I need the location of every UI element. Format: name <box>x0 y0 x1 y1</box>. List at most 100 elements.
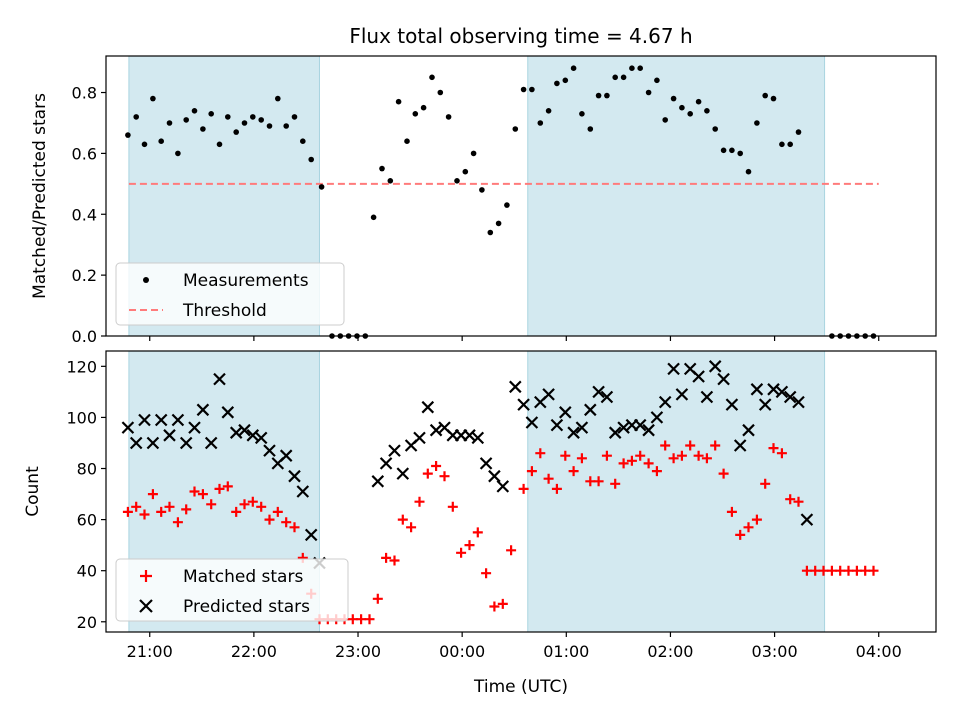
legend-marker-x <box>139 599 153 613</box>
data-point <box>695 98 702 105</box>
data-point <box>795 129 802 135</box>
data-point <box>725 398 739 411</box>
data-point <box>154 413 168 427</box>
data-point <box>264 514 275 525</box>
data-point <box>687 111 693 117</box>
data-point <box>429 423 443 437</box>
y-axis-label: Count <box>23 466 43 517</box>
data-point <box>560 450 571 461</box>
y-tick-label: 120 <box>66 357 97 376</box>
x-tick-label: 22:00 <box>231 642 277 661</box>
y-tick-label: 100 <box>66 408 97 427</box>
data-point <box>629 65 635 71</box>
data-point <box>768 443 779 454</box>
data-point <box>464 540 475 551</box>
data-point <box>642 423 655 437</box>
data-point <box>456 547 467 558</box>
data-point <box>554 80 560 87</box>
data-point <box>579 111 585 117</box>
data-point <box>645 89 652 96</box>
data-point <box>172 517 183 528</box>
data-point <box>437 89 444 96</box>
data-point <box>495 220 502 227</box>
data-point <box>471 431 485 445</box>
data-point <box>156 506 167 517</box>
data-point <box>708 360 722 373</box>
series-measurements <box>125 65 877 339</box>
data-point <box>420 104 427 111</box>
data-point <box>787 141 793 148</box>
data-point <box>562 77 569 84</box>
data-point <box>775 385 789 399</box>
data-point <box>776 448 787 459</box>
data-point <box>693 450 704 461</box>
data-point <box>496 480 510 493</box>
data-point <box>431 461 442 471</box>
data-point <box>576 453 587 464</box>
data-point <box>206 499 217 510</box>
plot-frame <box>105 350 937 633</box>
data-point <box>258 117 265 123</box>
data-point <box>751 514 762 525</box>
data-point <box>668 453 679 464</box>
data-point <box>593 476 604 487</box>
data-point <box>592 385 605 399</box>
shaded-interval <box>527 56 825 336</box>
data-point <box>570 65 577 71</box>
data-point <box>770 95 777 102</box>
data-point <box>266 123 273 129</box>
chart-title: Flux total observing time = 4.67 h <box>349 24 692 48</box>
data-point <box>608 426 622 439</box>
data-point <box>288 469 301 483</box>
data-point <box>308 156 315 163</box>
data-point <box>760 478 771 489</box>
data-point <box>241 120 248 126</box>
data-point <box>743 522 754 533</box>
legend-entry: Predicted stars <box>139 597 310 617</box>
data-point <box>793 496 804 507</box>
data-point <box>204 436 218 450</box>
data-point <box>479 457 493 470</box>
data-point <box>479 187 485 193</box>
data-point <box>208 111 214 117</box>
legend-marker-dot <box>143 277 149 283</box>
data-point <box>275 95 281 102</box>
data-point <box>296 485 310 498</box>
y-tick-label: 0.0 <box>72 327 97 346</box>
data-point <box>141 141 148 148</box>
series-matched-stars <box>122 440 879 625</box>
data-point <box>387 178 394 184</box>
data-point <box>650 411 664 424</box>
data-point <box>463 429 476 442</box>
data-point <box>121 421 135 434</box>
panel-1: 0.0 0.2 0.4 0.6 0.8 Matched/Predicted stars Me… <box>30 55 937 346</box>
data-point <box>735 529 746 540</box>
data-point <box>150 95 156 102</box>
data-point <box>254 431 268 445</box>
data-point <box>397 514 408 525</box>
data-point <box>131 501 142 512</box>
data-point <box>304 528 318 542</box>
x-tick-label: 21:00 <box>127 642 173 661</box>
data-point <box>754 120 760 126</box>
data-point <box>504 202 510 208</box>
data-point <box>792 395 805 409</box>
y-tick-label: 0.6 <box>72 144 97 163</box>
data-point <box>404 138 410 144</box>
data-point <box>146 436 160 450</box>
data-point <box>818 565 829 576</box>
data-point <box>381 552 392 563</box>
data-point <box>733 439 747 452</box>
legend-entry: Threshold <box>129 301 267 321</box>
data-point <box>412 111 419 117</box>
data-point <box>518 483 529 494</box>
x-tick-label: 03:00 <box>752 642 798 661</box>
x-tick-label: 01:00 <box>543 642 589 661</box>
data-point <box>488 469 501 483</box>
data-point <box>506 545 517 556</box>
data-point <box>692 370 705 383</box>
data-point <box>222 481 233 492</box>
data-point <box>595 92 602 99</box>
legend-label: Measurements <box>183 271 309 291</box>
legend-marker-plus <box>140 570 152 582</box>
